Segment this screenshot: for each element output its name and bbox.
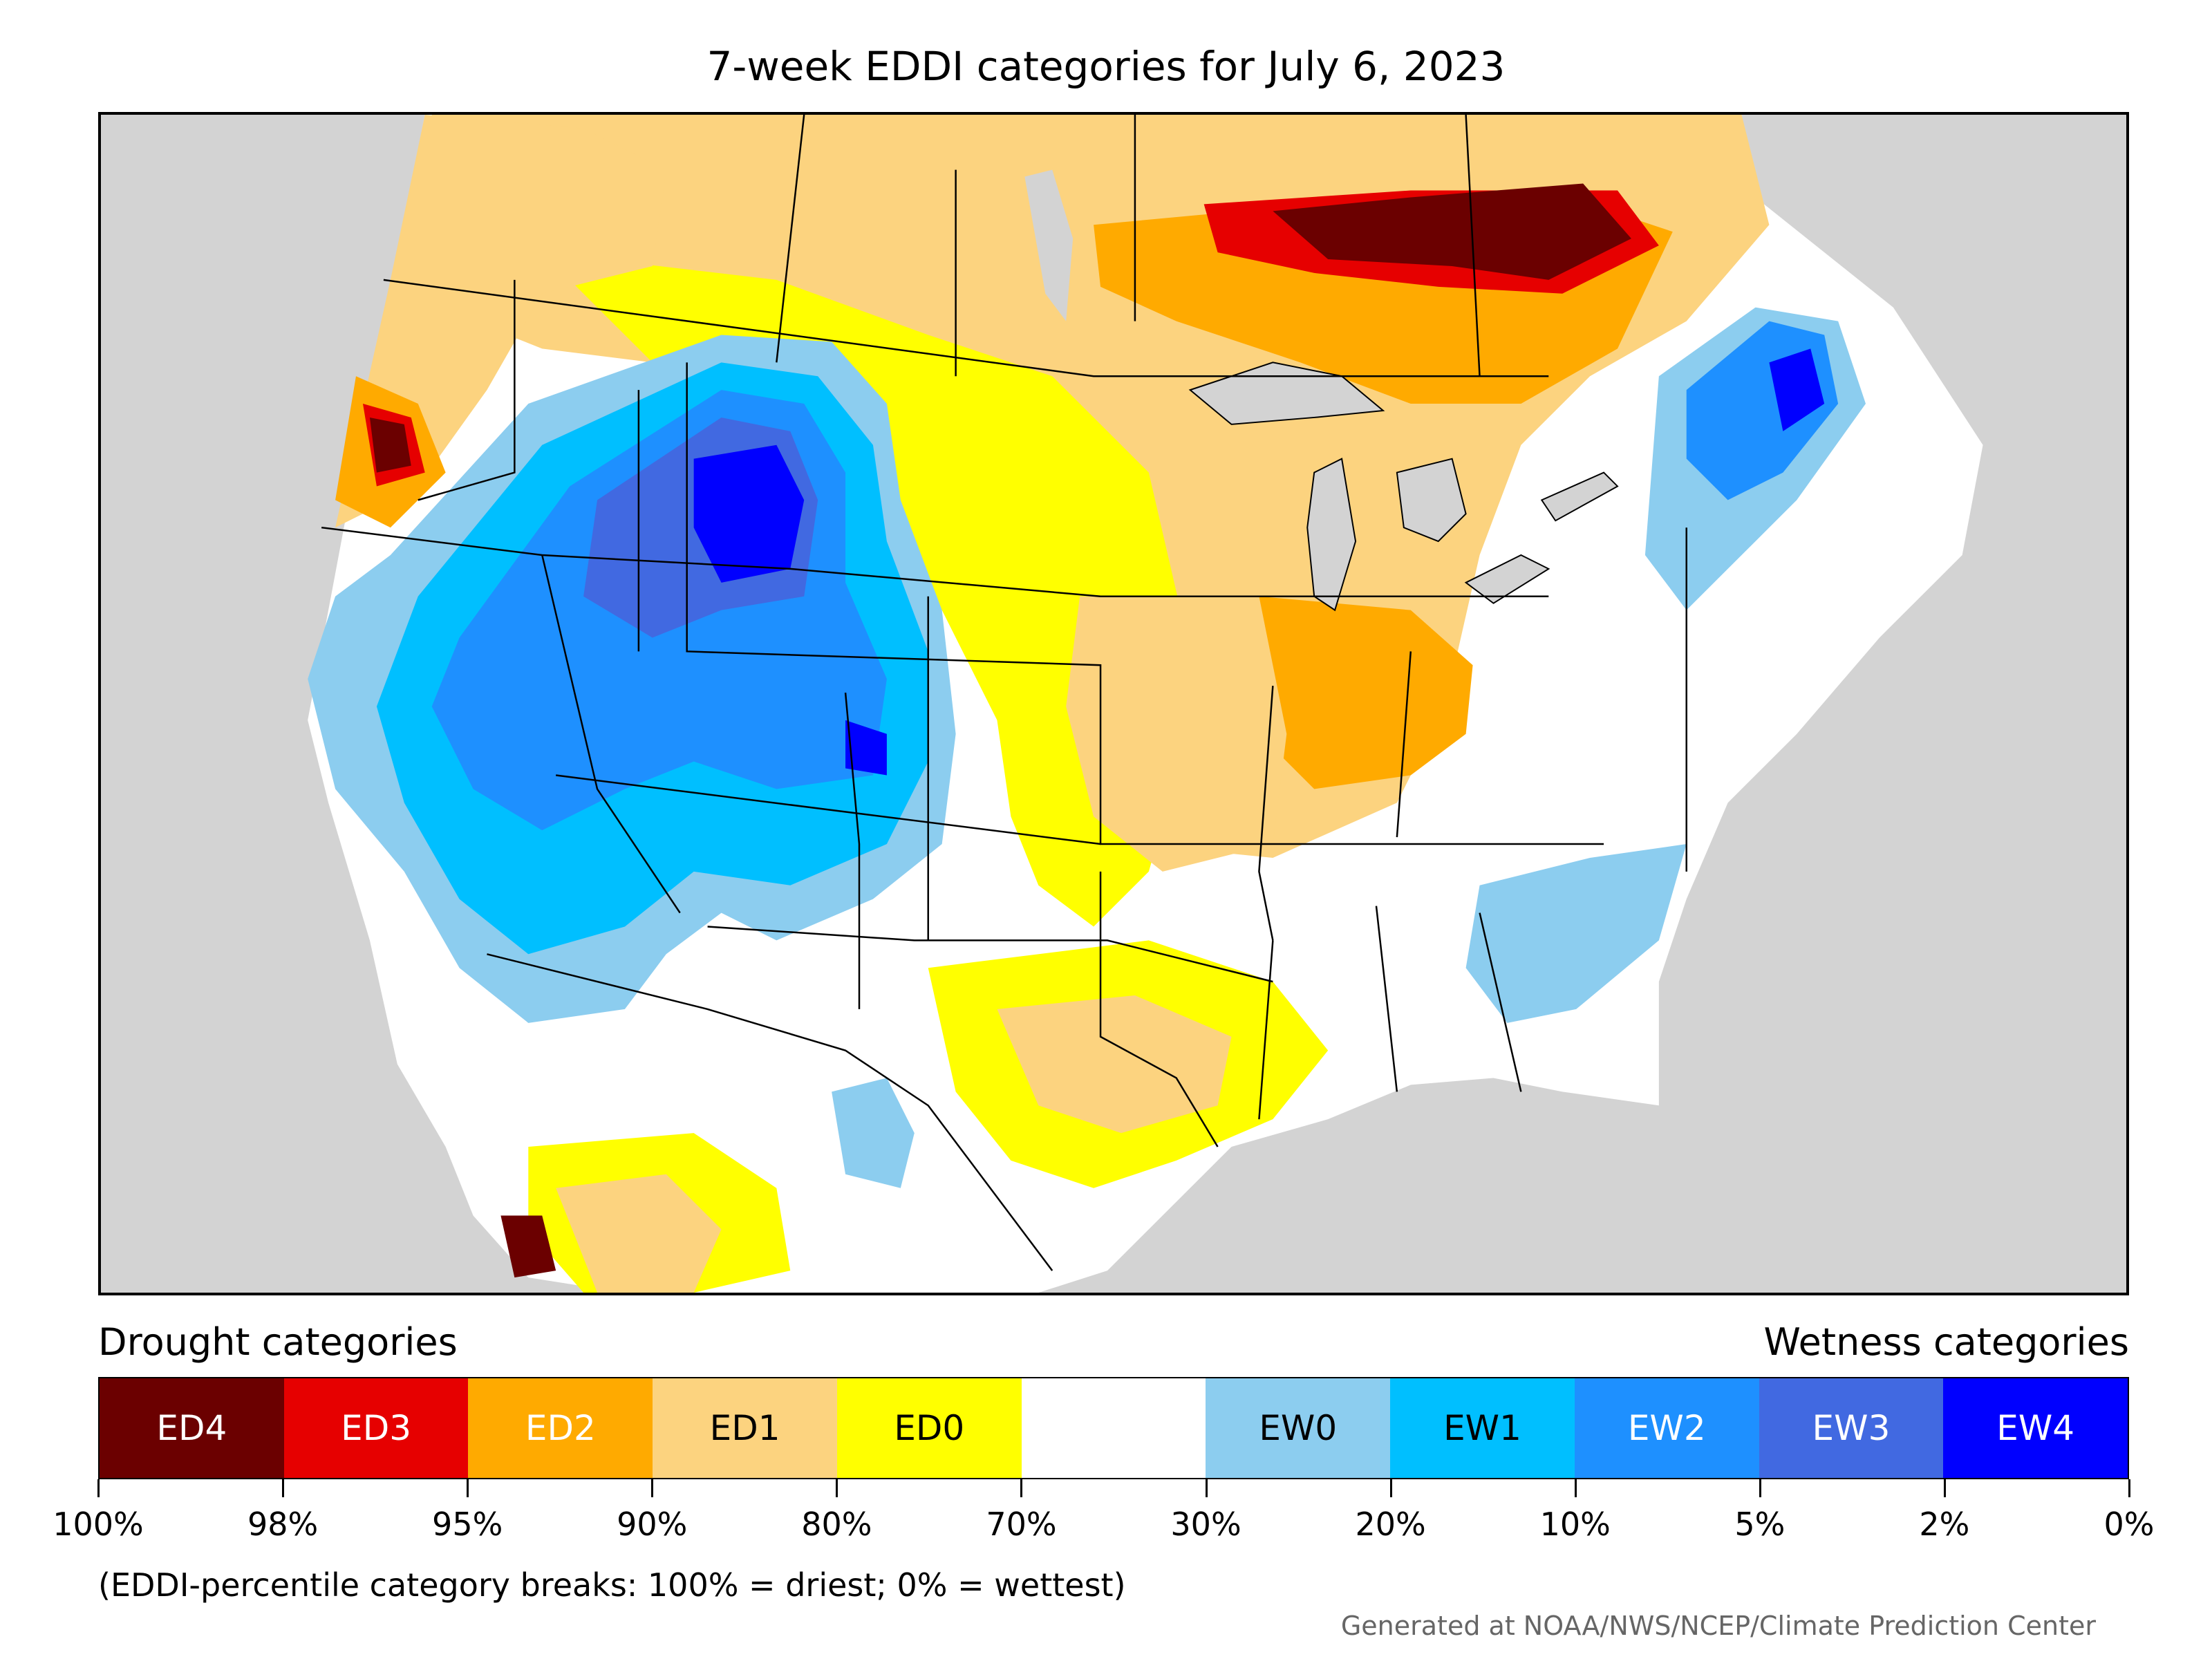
colorbar-ticks — [97, 1479, 2130, 1500]
category-note: (EDDI-percentile category breaks: 100% =… — [98, 1566, 1126, 1604]
state-boundaries — [321, 115, 1687, 1271]
colorbar-segment: EW1 — [1390, 1378, 1575, 1478]
colorbar-tick-label: 90% — [617, 1506, 688, 1543]
colorbar-tick — [282, 1479, 285, 1497]
colorbar-tick — [1205, 1479, 1208, 1497]
colorbar-tick-label: 10% — [1539, 1506, 1611, 1543]
colorbar-tick — [97, 1479, 100, 1497]
drought-legend-title: Drought categories — [98, 1320, 458, 1364]
colorbar-segment: ED3 — [283, 1378, 469, 1478]
colorbar-segment: ED0 — [836, 1378, 1022, 1478]
colorbar-tick-label: 2% — [1919, 1506, 1970, 1543]
colorbar-tick-label: 80% — [801, 1506, 872, 1543]
eddi-map — [98, 112, 2129, 1295]
colorbar-tick-label: 0% — [2103, 1506, 2155, 1543]
colorbar-segment: EW3 — [1759, 1378, 1944, 1478]
colorbar-tick — [836, 1479, 838, 1497]
wetness-legend-title: Wetness categories — [1763, 1320, 2129, 1364]
colorbar-tick — [2128, 1479, 2130, 1497]
colorbar-tick — [1574, 1479, 1577, 1497]
colorbar-tick — [1020, 1479, 1023, 1497]
colorbar-segment: ED4 — [100, 1378, 284, 1478]
colorbar-tick-label: 5% — [1734, 1506, 1785, 1543]
colorbar-segment: EW4 — [1943, 1378, 2128, 1478]
colorbar-tick — [1389, 1479, 1392, 1497]
colorbar-segment: ED2 — [468, 1378, 653, 1478]
colorbar-tick-label: 30% — [1170, 1506, 1241, 1543]
colorbar-tick — [467, 1479, 469, 1497]
colorbar-tick-label: 95% — [432, 1506, 503, 1543]
colorbar-tick — [1943, 1479, 1946, 1497]
colorbar-tick-label: 70% — [986, 1506, 1057, 1543]
great-lakes — [1188, 362, 1385, 425]
colorbar-tick-label: 100% — [53, 1506, 144, 1543]
colorbar-tick — [651, 1479, 654, 1497]
colorbar-tick-label: 20% — [1355, 1506, 1426, 1543]
credit-line: Generated at NOAA/NWS/NCEP/Climate Predi… — [1340, 1611, 2096, 1641]
map-graphic — [308, 115, 1983, 1293]
category-colorbar: ED4 ED3 ED2 ED1 ED0 EW0 EW1 EW2 EW3 EW4 — [98, 1377, 2129, 1479]
colorbar-segment: EW0 — [1206, 1378, 1391, 1478]
colorbar-tick — [1759, 1479, 1761, 1497]
colorbar-tick-label: 98% — [247, 1506, 319, 1543]
map-title: 7-week EDDI categories for July 6, 2023 — [706, 43, 1506, 90]
colorbar-segment: ED1 — [653, 1378, 837, 1478]
colorbar-segment — [1021, 1378, 1206, 1478]
colorbar-segment: EW2 — [1574, 1378, 1759, 1478]
